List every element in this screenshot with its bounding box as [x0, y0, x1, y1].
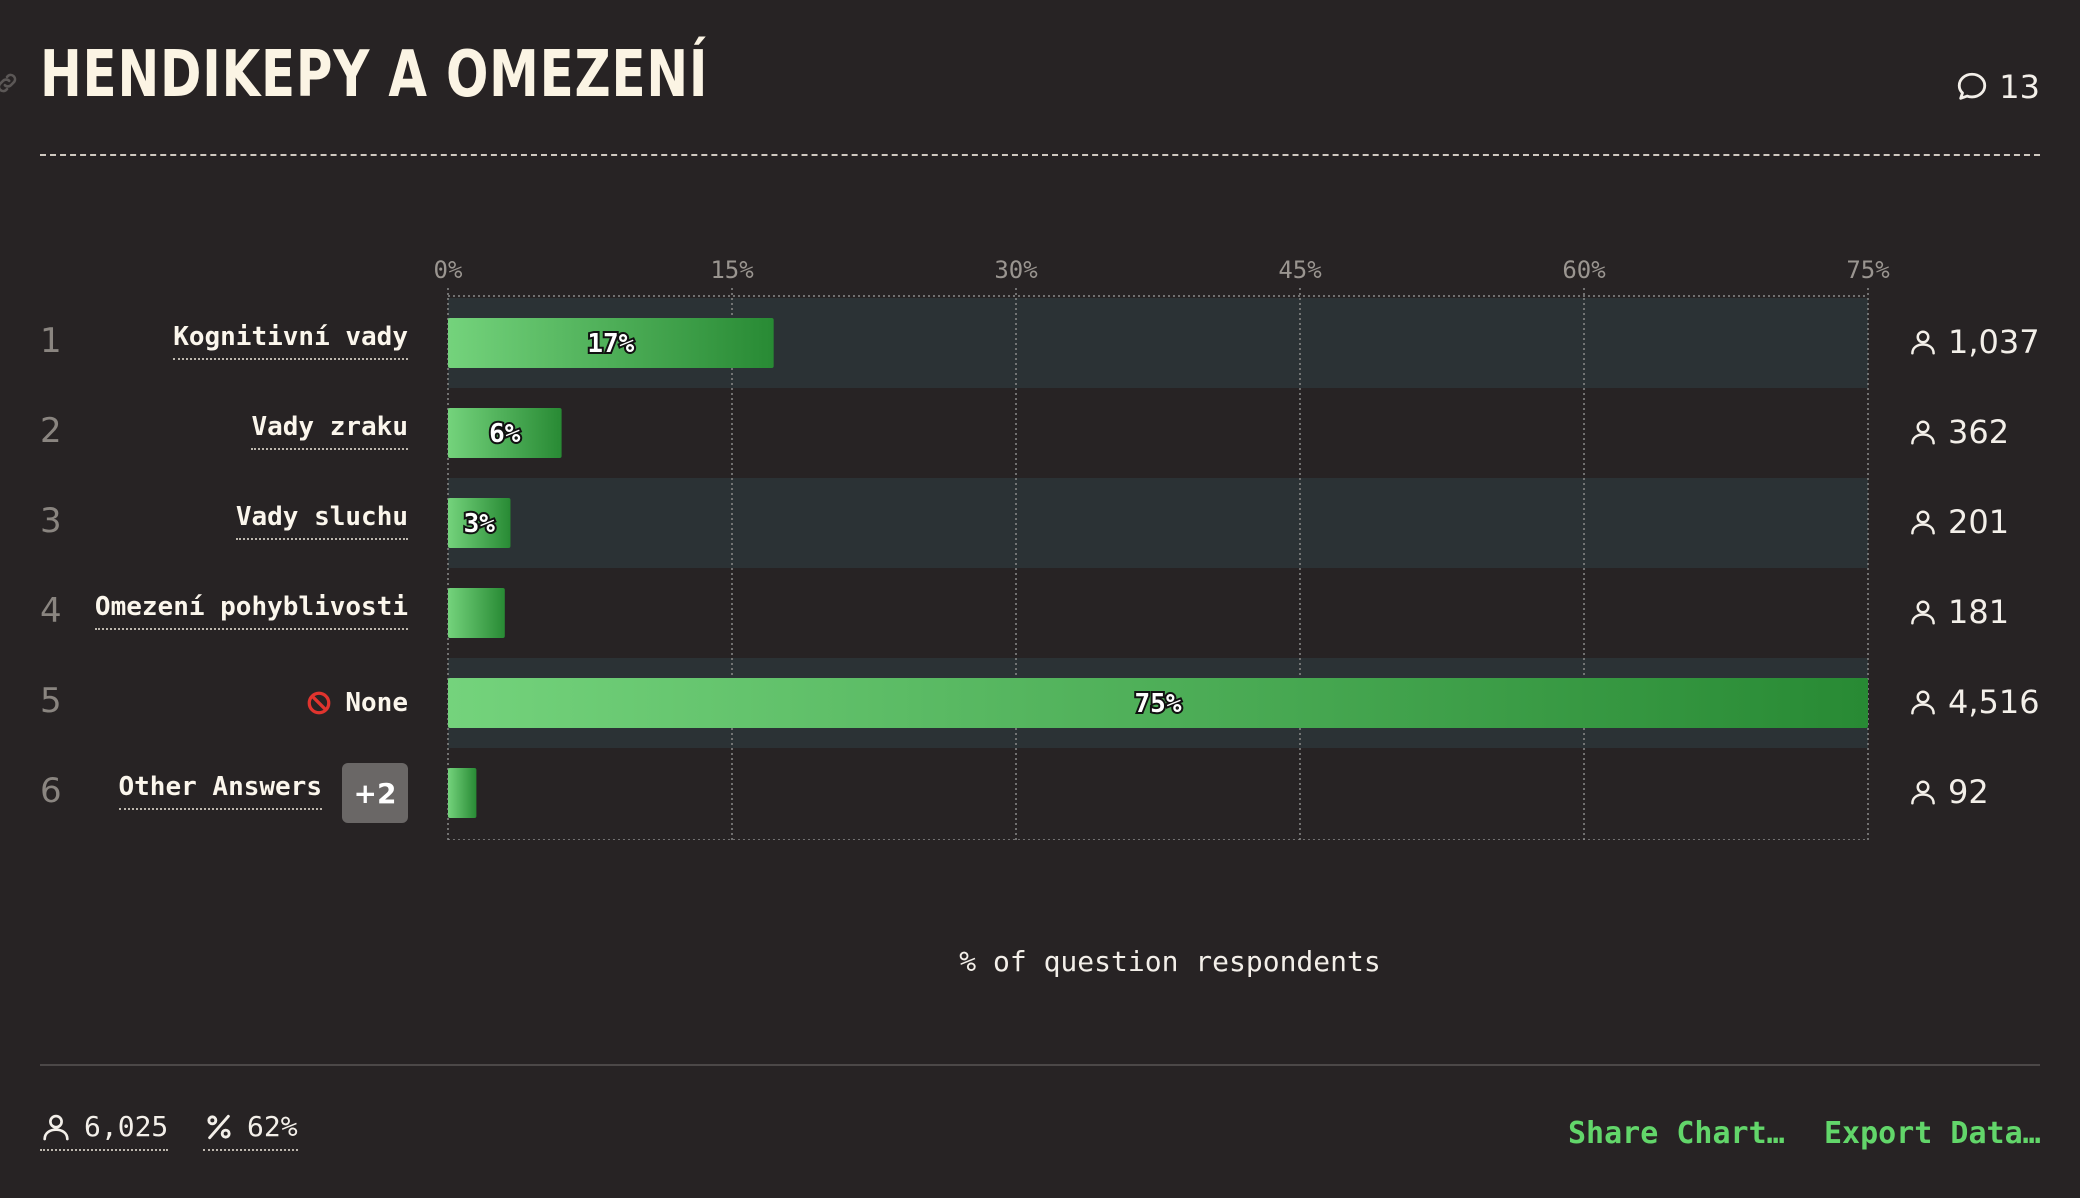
bar — [448, 768, 477, 818]
export-data-button[interactable]: Export Data… — [1824, 1116, 2041, 1151]
user-icon — [1911, 510, 1935, 535]
comment-icon — [1958, 72, 1987, 100]
x-tick-label-top: 30% — [994, 256, 1038, 284]
percent-stat[interactable]: 62% — [203, 1110, 298, 1151]
respondents-count: 6,025 — [84, 1110, 169, 1143]
percent-value: 62% — [247, 1110, 298, 1143]
header-divider — [40, 154, 2040, 156]
page-title: HENDIKEPY A OMEZENÍ — [40, 38, 709, 112]
row-rank: 3 — [40, 501, 62, 541]
more-answers-badge[interactable]: +2 — [342, 763, 408, 823]
user-icon — [1911, 600, 1935, 625]
respondent-count: 92 — [1908, 773, 1989, 811]
count-value: 181 — [1948, 593, 2010, 631]
x-axis-label: % of question respondents — [959, 945, 1381, 978]
x-tick-label-top: 75% — [1846, 256, 1890, 284]
bar — [448, 678, 1868, 728]
row-rank: 1 — [40, 321, 62, 361]
respondents-stat[interactable]: 6,025 — [40, 1110, 169, 1151]
bar-value-label: 17% — [587, 329, 634, 359]
category-label[interactable]: Vady zraku — [251, 412, 408, 450]
count-value: 362 — [1948, 413, 2010, 451]
category-label[interactable]: Vady sluchu — [235, 502, 408, 540]
x-tick-label-top: 45% — [1278, 256, 1322, 284]
respondent-count: 4,516 — [1908, 683, 2040, 721]
respondent-count: 201 — [1908, 503, 2009, 541]
link-icon[interactable] — [0, 70, 20, 96]
x-tick-label-top: 15% — [710, 256, 754, 284]
comment-count: 13 — [1999, 68, 2040, 106]
row-rank: 5 — [40, 681, 62, 721]
respondent-count: 181 — [1908, 593, 2009, 631]
bar — [448, 408, 562, 458]
user-icon — [1911, 420, 1935, 445]
row-rank: 4 — [40, 591, 62, 631]
category-label[interactable]: Omezení pohyblivosti — [94, 592, 408, 630]
x-tick-label-top: 0% — [434, 256, 463, 284]
x-tick-label-top: 60% — [1562, 256, 1606, 284]
row-band — [448, 478, 1868, 568]
bar — [448, 498, 511, 548]
percent-icon — [207, 1114, 231, 1139]
count-value: 92 — [1948, 773, 1989, 811]
count-value: 1,037 — [1948, 323, 2040, 361]
category-label[interactable]: Kognitivní vady — [173, 322, 408, 360]
category-label: None — [345, 688, 408, 718]
bar-value-label: 75% — [1135, 689, 1182, 719]
comments-button[interactable]: 13 — [1955, 68, 2040, 106]
bar-value-label: 3% — [464, 509, 496, 539]
bar — [448, 318, 774, 368]
share-chart-button[interactable]: Share Chart… — [1568, 1116, 1785, 1151]
prohibited-icon — [307, 691, 331, 715]
row-rank: 6 — [40, 771, 62, 811]
respondent-count: 1,037 — [1908, 323, 2040, 361]
bar-value-label: 6% — [489, 419, 521, 449]
user-icon — [1911, 330, 1935, 355]
bar — [448, 588, 505, 638]
row-rank: 2 — [40, 411, 62, 451]
user-icon — [1911, 690, 1935, 715]
footer-divider — [40, 1064, 2040, 1066]
bar-chart: 0%0%15%15%30%30%45%45%60%60%75%75%17%6%3… — [434, 256, 1890, 840]
user-icon — [1911, 780, 1935, 805]
respondent-count: 362 — [1908, 413, 2009, 451]
user-icon — [43, 1114, 69, 1140]
category-label[interactable]: Other Answers — [118, 772, 322, 810]
count-value: 4,516 — [1948, 683, 2040, 721]
count-value: 201 — [1948, 503, 2010, 541]
